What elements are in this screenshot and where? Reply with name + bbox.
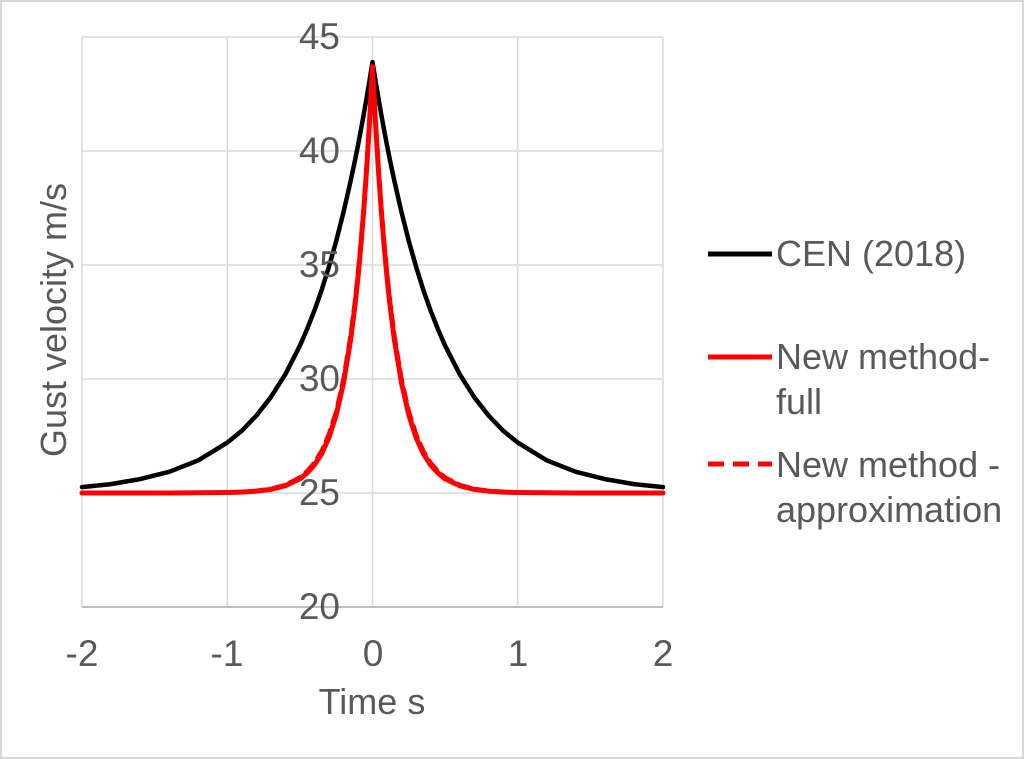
y-tick-label: 45 [298,16,340,57]
x-tick-label: 1 [507,633,529,674]
legend-item-label: New method-full [776,336,991,422]
legend-line-sample-new-method-full [708,354,772,360]
x-tick-label: -2 [65,633,99,674]
y-axis-title: Gust velocity m/s [33,182,74,458]
legend-line-sample-new-method-approximation [708,461,772,467]
legend-item-label: CEN (2018) [776,233,967,274]
x-axis-title: Time s [318,681,426,722]
y-tick-label: 35 [298,244,340,285]
x-tick-label: 0 [362,633,384,674]
x-tick-label: -1 [210,633,244,674]
y-tick-label: 20 [298,586,340,627]
legend-line-sample-cen [708,251,772,257]
y-tick-label: 30 [298,358,340,399]
y-tick-label: 25 [298,472,340,513]
y-tick-label: 40 [298,130,340,171]
legend-item-label: New method - approximation [776,444,1003,530]
x-tick-label: 2 [652,633,674,674]
